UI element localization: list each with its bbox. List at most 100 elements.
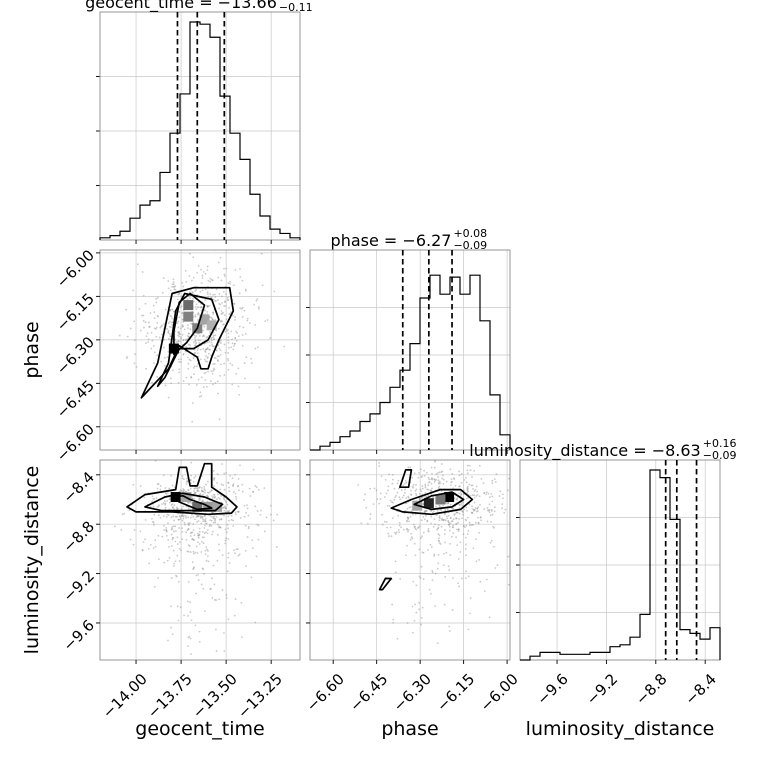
sample-point [410,510,413,513]
sample-point [364,493,366,496]
sample-point [397,514,400,517]
sample-point [217,276,220,279]
sample-point [210,519,213,522]
sample-point [486,520,489,523]
sample-point [260,252,263,255]
sample-point [193,487,196,490]
sample-point [212,530,214,533]
sample-point [194,475,197,477]
sample-point [198,527,201,530]
sample-point [169,314,172,317]
panel-frame [99,249,301,451]
sample-point [141,314,143,317]
y-tick-label: −9.2 [60,567,98,605]
sample-point [420,537,422,539]
sample-point [490,509,493,512]
sample-point [219,374,221,377]
sample-point [462,513,464,516]
sample-point [412,631,414,634]
sample-point [459,491,462,494]
sample-point [192,256,195,259]
sample-point [469,597,472,600]
sample-point [471,512,474,514]
sample-point [214,300,217,302]
sample-point [185,346,187,348]
sample-point [482,482,485,484]
sample-point [208,525,211,527]
sample-point [186,481,188,483]
sample-point [406,622,409,624]
x-tick-label: −9.2 [583,670,621,708]
error-plus-luminosity_distance: +0.16 [703,437,737,450]
sample-point [190,619,193,622]
sample-point [492,545,495,548]
sample-point [452,532,455,535]
sample-point [427,529,429,532]
sample-point [146,332,149,334]
sample-point [228,513,231,516]
sample-point [179,327,182,330]
sample-point [163,356,166,359]
sample-point [154,545,157,548]
sample-point [171,323,174,326]
sample-point [490,508,493,511]
sample-point [235,373,238,375]
sample-point [421,496,423,499]
sample-point [388,505,391,507]
sample-point [162,474,165,477]
sample-point [192,539,195,542]
sample-point [176,298,179,301]
sample-point [488,616,491,619]
sample-point [179,541,181,544]
sample-point [237,385,240,388]
sample-point [165,529,168,532]
sample-point [198,335,201,337]
sample-point [458,528,460,531]
sample-point [204,379,207,381]
sample-point [193,334,196,337]
sample-point [443,603,446,606]
sample-point [178,330,180,333]
sample-point [196,489,199,492]
sample-point [227,359,230,362]
sample-point [194,306,197,308]
sample-point [357,484,360,486]
sample-point [212,470,215,472]
sample-point [217,360,219,363]
sample-point [445,551,448,554]
sample-point [421,487,424,490]
sample-point [176,554,179,557]
sample-point [438,537,440,539]
sample-point [227,481,229,484]
sample-point [188,275,191,277]
sample-point [193,373,195,375]
sample-point [203,520,206,523]
sample-point [229,362,232,365]
sample-point [156,315,159,317]
sample-point [211,597,214,599]
sample-point [212,311,215,314]
sample-point [220,518,223,520]
sample-point [458,485,461,488]
sample-point [180,490,183,492]
histogram-luminosity_distance [520,469,721,661]
sample-point [159,326,162,329]
sample-point [197,312,200,314]
sample-point [406,527,409,530]
sample-point [420,616,423,619]
sample-point [180,295,183,298]
sample-point [442,519,445,522]
sample-point [165,516,168,518]
sample-point [205,531,207,534]
sample-point [415,484,417,486]
sample-point [223,488,226,491]
sample-point [156,321,159,324]
sample-point [502,493,504,496]
sample-point [206,335,209,338]
sample-point [199,290,202,293]
sample-point [429,509,432,512]
sample-point [222,484,224,486]
sample-point [411,513,414,516]
sample-point [424,491,427,494]
sample-point [254,621,257,624]
